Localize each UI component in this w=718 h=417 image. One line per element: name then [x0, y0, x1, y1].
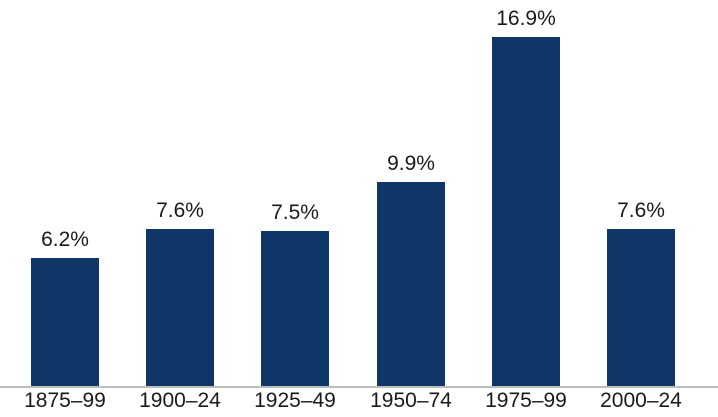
bar [261, 231, 329, 386]
bar [607, 229, 675, 386]
bar-value-label: 7.6% [156, 199, 204, 222]
bar-value-label: 16.9% [496, 7, 556, 30]
bar [31, 258, 99, 386]
bar-value-label: 7.6% [617, 199, 665, 222]
x-axis-tick-label: 1900–24 [139, 389, 221, 412]
bar-value-label: 6.2% [41, 228, 89, 251]
x-axis-tick-label: 1875–99 [24, 389, 106, 412]
bar [492, 37, 560, 386]
bar-value-label: 7.5% [271, 201, 319, 224]
x-axis-tick-label: 1975–99 [485, 389, 567, 412]
x-axis-line [0, 386, 718, 388]
bar-value-label: 9.9% [387, 152, 435, 175]
bar [377, 182, 445, 386]
x-axis-tick-label: 1950–74 [370, 389, 452, 412]
x-axis-tick-label: 1925–49 [254, 389, 336, 412]
x-axis-tick-label: 2000–24 [600, 389, 682, 412]
bar [146, 229, 214, 386]
